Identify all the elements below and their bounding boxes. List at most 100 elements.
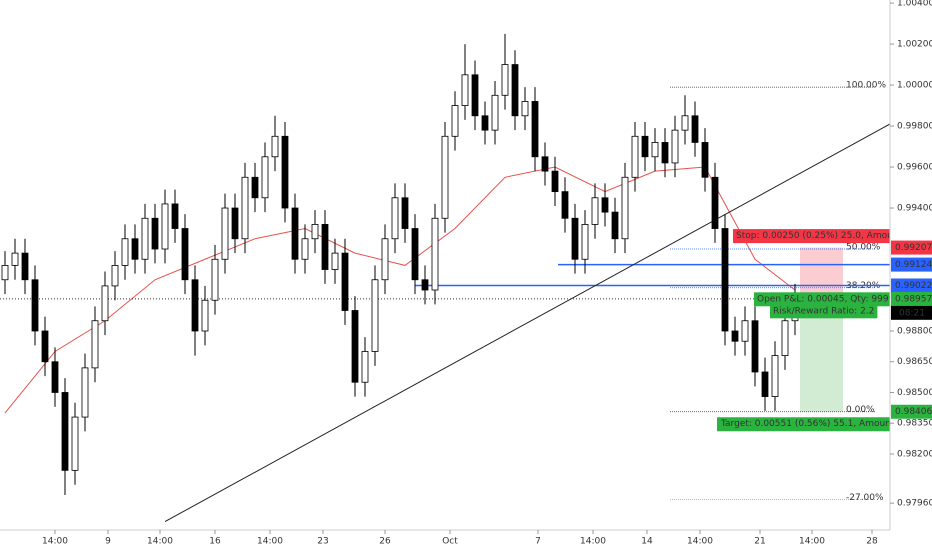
fib-label: 38.20% xyxy=(846,281,881,291)
price-tag xyxy=(891,240,932,255)
price-tag xyxy=(891,257,932,272)
y-tick-label: 0.99600 xyxy=(897,163,932,173)
price-tag-label: 0.98957 xyxy=(895,294,932,304)
x-tick-label: 16 xyxy=(209,537,221,547)
candle-body xyxy=(261,156,269,199)
candle-body xyxy=(1,265,9,281)
candle-body xyxy=(641,135,649,158)
x-tick-label: 14:00 xyxy=(580,537,606,547)
trendline xyxy=(164,123,890,523)
candle-body xyxy=(381,238,389,281)
y-tick-label: 0.98200 xyxy=(897,449,932,459)
candle-body xyxy=(471,74,479,117)
candle-body xyxy=(231,207,239,240)
fib-label: -27.00% xyxy=(846,493,884,503)
candle-body xyxy=(171,203,179,229)
candle-body xyxy=(311,224,319,240)
stop-zone xyxy=(800,247,843,299)
candle-body xyxy=(701,142,709,178)
candle-body xyxy=(611,211,619,240)
candle-body xyxy=(131,238,139,260)
candle-body xyxy=(151,217,159,250)
x-tick-label: 9 xyxy=(105,537,111,547)
candle-body xyxy=(551,170,559,193)
countdown-tag xyxy=(891,305,932,320)
candle-body xyxy=(631,135,639,178)
candle-body xyxy=(501,64,509,96)
x-tick-label: 14:00 xyxy=(687,537,713,547)
candle-body xyxy=(691,115,699,143)
axes: 1.00400 1.00200 1.00000 0.99800 0.99600 0.994… xyxy=(42,0,932,547)
y-tick-label: 0.98350 xyxy=(897,419,932,429)
candle-body xyxy=(481,115,489,131)
x-tick-label: 26 xyxy=(379,537,391,547)
y-tick-label: 1.00400 xyxy=(897,0,932,9)
candle-body xyxy=(211,258,219,301)
candle-body xyxy=(511,64,519,117)
candle-body xyxy=(181,228,189,281)
price-tag-label: 0.99022 xyxy=(895,281,932,291)
candle-body xyxy=(281,135,289,209)
countdown-label: 08:21 xyxy=(899,308,925,318)
ratio-label: Risk/Reward Ratio: 2.2 xyxy=(773,306,874,316)
y-tick-label: 0.98500 xyxy=(897,388,932,398)
price-tag-label: 0.99124 xyxy=(895,260,932,270)
candle-body xyxy=(451,105,459,137)
ratio-label-box xyxy=(770,304,878,319)
candle-body xyxy=(521,101,529,117)
stop-label-box xyxy=(733,229,890,244)
candle-body xyxy=(41,330,49,363)
candle-body xyxy=(461,74,469,106)
price-tag-label: 0.98406 xyxy=(895,407,932,417)
x-tick-label: 14:00 xyxy=(42,537,68,547)
x-tick-label: Oct xyxy=(442,537,458,547)
x-tick-label: 23 xyxy=(317,537,328,547)
candle-body xyxy=(721,228,729,332)
candle-body xyxy=(671,129,679,164)
candle-body xyxy=(731,330,739,342)
candle-body xyxy=(421,279,429,291)
candle-body xyxy=(241,176,249,240)
price-tag-label: 0.99207 xyxy=(895,243,932,253)
price-tag xyxy=(891,278,932,293)
y-tick-label: 0.99400 xyxy=(897,204,932,214)
candle-body xyxy=(781,320,789,356)
candle-body xyxy=(31,279,39,332)
candle-body xyxy=(91,320,99,369)
candle-body xyxy=(331,252,339,270)
candle-body xyxy=(751,320,759,373)
x-tick-label: 14:00 xyxy=(147,537,173,547)
target-label-box xyxy=(717,417,890,432)
candle-body xyxy=(561,191,569,219)
price-tag xyxy=(891,404,932,419)
x-tick-label: 14:00 xyxy=(257,537,283,547)
candle-body xyxy=(51,361,59,393)
y-tick-label: 0.98650 xyxy=(897,357,932,367)
candle-body xyxy=(291,207,299,260)
candle-body xyxy=(371,279,379,352)
candle-body xyxy=(761,371,769,397)
moving-average xyxy=(4,166,796,414)
price-tag xyxy=(891,291,932,306)
candle-body xyxy=(321,224,329,270)
y-tick-label: 0.99800 xyxy=(897,122,932,132)
candle-body xyxy=(71,416,79,471)
candle-body xyxy=(431,217,439,291)
candle-body xyxy=(651,142,659,158)
candle-body xyxy=(441,135,449,219)
y-tick-label: 1.00200 xyxy=(897,40,932,50)
candle-body xyxy=(81,367,89,418)
pnl-label: Open P&L: 0.00045, Qty: 99999 xyxy=(757,294,900,304)
fib-label: 50.00% xyxy=(846,243,881,253)
candle-body xyxy=(161,203,169,250)
candle-body xyxy=(621,176,629,240)
y-tick-label: 0.97960 xyxy=(897,499,932,509)
candle-body xyxy=(741,320,749,342)
x-tick-label: 21 xyxy=(754,537,765,547)
candle-body xyxy=(541,156,549,172)
candle-body xyxy=(221,207,229,260)
candle-body xyxy=(341,252,349,311)
candle-body xyxy=(111,265,119,287)
candle-body xyxy=(121,238,129,266)
fib-label: 0.00% xyxy=(846,405,875,415)
